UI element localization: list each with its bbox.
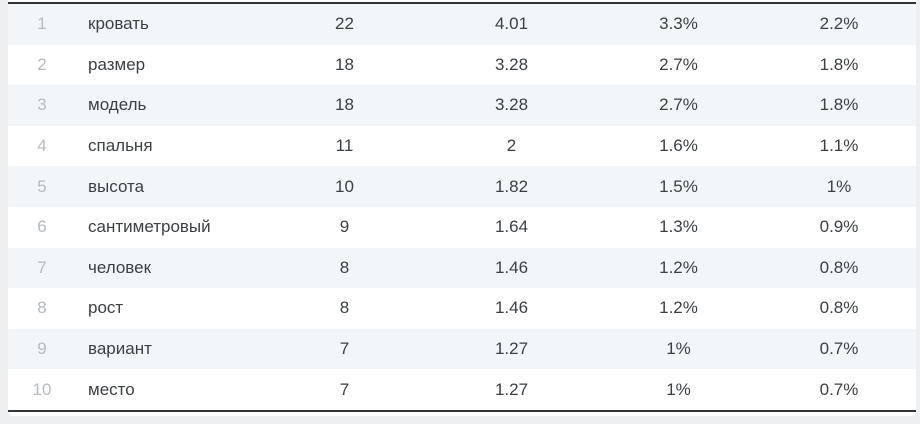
row-percent-b: 1.8% [819,95,859,115]
row-count: 10 [335,176,354,196]
row-percent-b: 0.8% [819,298,859,318]
row-percent-a: 1.5% [659,176,698,196]
row-value: 2 [506,136,517,156]
row-word: место [88,379,135,399]
row-percent-a: 2.7% [659,95,698,115]
row-percent-a: 3.3% [659,14,698,34]
row-count: 18 [335,54,354,74]
row-word: человек [88,257,152,277]
row-percent-b: 0.9% [819,217,859,237]
row-rank: 7 [37,257,47,277]
table-row: 5 высота 10 1.82 1.5% 1% [8,166,916,207]
row-value: 1.27 [494,379,529,399]
row-percent-a: 1.6% [659,136,698,156]
row-percent-a: 1% [666,379,691,399]
frequency-table-body: 1 кровать 22 4.01 3.3% 2.2% 2 размер 18 … [8,4,916,410]
row-word: размер [88,54,146,74]
row-count: 7 [339,379,350,399]
row-value: 3.28 [494,54,529,74]
row-word: рост [88,298,124,318]
row-percent-b: 0.7% [819,339,859,359]
table-row: 4 спальня 11 2 1.6% 1.1% [8,125,916,167]
row-value: 3.28 [494,95,529,115]
table-row: 7 человек 8 1.46 1.2% 0.8% [8,247,916,289]
row-percent-b: 2.2% [819,14,859,34]
word-frequency-table: 1 кровать 22 4.01 3.3% 2.2% 2 размер 18 … [8,2,916,412]
row-rank: 3 [37,95,47,115]
row-count: 22 [335,14,354,34]
row-percent-a: 1.2% [659,298,698,318]
row-word: спальня [88,136,153,156]
row-percent-a: 2.7% [659,54,698,74]
table-row: 6 сантиметровый 9 1.64 1.3% 0.9% [8,206,916,248]
row-word: сантиметровый [88,217,211,237]
row-percent-a: 1.3% [659,217,698,237]
row-rank: 10 [32,379,52,399]
row-percent-b: 1% [826,176,852,196]
row-value: 1.46 [494,298,529,318]
row-percent-b: 1.1% [819,136,859,156]
row-rank: 9 [37,339,47,359]
row-rank: 4 [37,136,47,156]
row-percent-b: 0.8% [819,257,859,277]
row-percent-b: 0.7% [819,379,859,399]
row-count: 11 [335,136,354,156]
table-row: 1 кровать 22 4.01 3.3% 2.2% [8,4,916,45]
table-row: 3 модель 18 3.28 2.7% 1.8% [8,85,916,126]
table-row: 2 размер 18 3.28 2.7% 1.8% [8,44,916,86]
row-word: вариант [88,339,152,359]
row-value: 1.82 [494,176,529,196]
row-percent-a: 1% [666,339,691,359]
row-percent-b: 1.8% [819,54,859,74]
row-word: кровать [88,14,149,34]
row-count: 7 [339,339,350,359]
table-card: 1 кровать 22 4.01 3.3% 2.2% 2 размер 18 … [8,0,916,416]
row-rank: 6 [37,217,47,237]
row-percent-a: 1.2% [659,257,698,277]
row-count: 8 [339,257,350,277]
row-rank: 1 [37,14,47,34]
row-rank: 8 [37,298,47,318]
row-count: 18 [335,95,354,115]
table-row: 10 место 7 1.27 1% 0.7% [8,369,916,410]
row-value: 1.27 [494,339,529,359]
table-row: 9 вариант 7 1.27 1% 0.7% [8,328,916,370]
row-word: модель [88,95,147,115]
row-value: 1.46 [494,257,529,277]
row-rank: 5 [37,176,47,196]
row-rank: 2 [37,54,47,74]
row-count: 9 [339,217,350,237]
row-value: 4.01 [494,14,529,34]
row-count: 8 [339,298,350,318]
row-word: высота [88,176,145,196]
row-value: 1.64 [494,217,529,237]
table-row: 8 рост 8 1.46 1.2% 0.8% [8,288,916,329]
